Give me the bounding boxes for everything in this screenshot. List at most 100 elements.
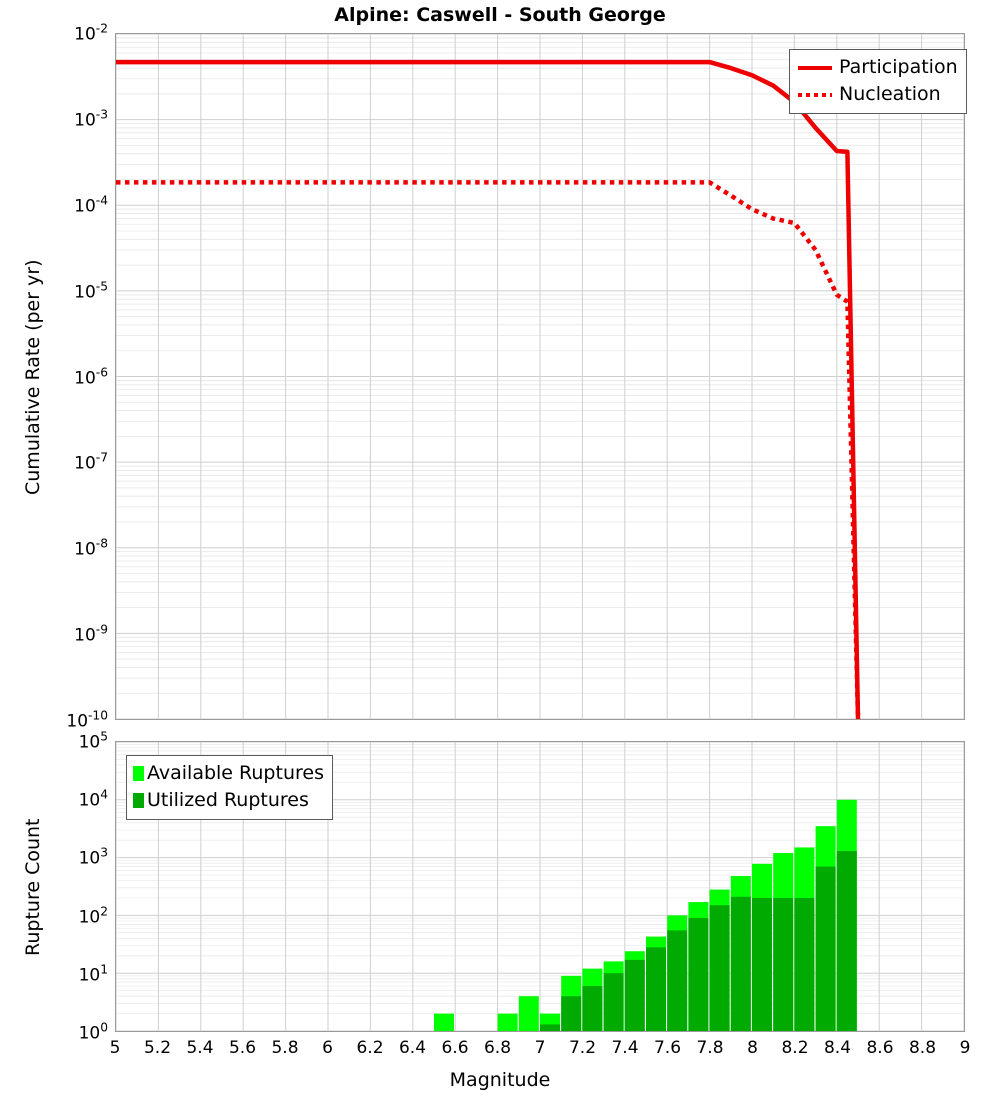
tick-exponent: 3 — [100, 846, 108, 861]
tick-exponent: 5 — [100, 729, 108, 744]
tick-exponent: -3 — [95, 107, 108, 122]
utilized-rupture-bar — [582, 986, 603, 1031]
utilized-rupture-bar — [730, 896, 751, 1031]
x-tick-label: 5.6 — [228, 1038, 257, 1058]
tick-exponent: 2 — [100, 904, 108, 919]
legend-item-nucleation: Nucleation — [796, 81, 958, 108]
cumulative-rate-plot — [116, 34, 964, 719]
legend-item-utilized-ruptures: Utilized Ruptures — [133, 787, 324, 814]
utilized-rupture-bar — [836, 851, 857, 1031]
y-tick-label: 104 — [30, 788, 108, 811]
y-tick-label: 10-5 — [30, 279, 108, 302]
tick-mantissa: 10 — [74, 110, 96, 131]
tick-exponent: 4 — [100, 787, 108, 802]
y-tick-label: 10-6 — [30, 365, 108, 388]
tick-mantissa: 10 — [74, 24, 96, 45]
legend-label-nucleation: Nucleation — [839, 83, 941, 105]
y-tick-label: 10-7 — [30, 451, 108, 474]
tick-mantissa: 10 — [66, 711, 89, 732]
y-tick-label: 10-8 — [30, 537, 108, 560]
x-tick-label: 5.4 — [186, 1038, 214, 1058]
x-tick-label: 7.4 — [611, 1038, 639, 1058]
utilized-rupture-bar — [794, 898, 815, 1031]
tick-exponent: -4 — [95, 193, 108, 208]
legend-label-utilized-ruptures: Utilized Ruptures — [147, 789, 309, 811]
x-tick-label: 7 — [534, 1038, 546, 1058]
series-participation-line — [116, 59, 861, 719]
magnitude-x-axis-title: Magnitude — [449, 1069, 551, 1091]
series-nucleation-line — [116, 180, 861, 719]
x-tick-label: 5 — [109, 1038, 121, 1058]
x-tick-label: 6.2 — [356, 1038, 384, 1058]
y-tick-label: 101 — [30, 962, 108, 985]
y-tick-label: 10-2 — [30, 22, 108, 45]
rupture-count-plot — [116, 742, 964, 1031]
utilized-ruptures-swatch-icon — [133, 793, 144, 808]
utilized-rupture-bar — [752, 898, 773, 1031]
x-tick-label: 7.2 — [568, 1038, 597, 1058]
tick-mantissa: 10 — [78, 732, 101, 753]
y-tick-label: 103 — [30, 846, 108, 869]
y-tick-label: 10-4 — [30, 193, 108, 216]
x-tick-label: 9 — [959, 1038, 971, 1058]
tick-mantissa: 10 — [78, 848, 101, 869]
x-tick-label: 8.8 — [908, 1038, 937, 1058]
x-tick-label: 7.8 — [696, 1038, 724, 1058]
utilized-rupture-bar — [773, 898, 794, 1031]
tick-mantissa: 10 — [78, 1023, 101, 1044]
available-rupture-bar — [434, 1013, 455, 1031]
x-tick-label: 8 — [747, 1038, 758, 1058]
top-gridlines — [116, 34, 964, 719]
available-rupture-bar — [518, 996, 539, 1031]
tick-exponent: 1 — [100, 962, 108, 977]
rupture-count-bars — [434, 799, 857, 1031]
x-tick-label: 6.4 — [398, 1038, 427, 1058]
tick-mantissa: 10 — [74, 196, 96, 217]
tick-mantissa: 10 — [78, 906, 101, 927]
tick-mantissa: 10 — [74, 367, 96, 388]
rupture-count-y-axis-title: Rupture Count — [22, 818, 44, 956]
available-ruptures-swatch-icon — [133, 766, 144, 781]
curve-legend: Participation Nucleation — [789, 49, 967, 114]
available-rupture-bar — [497, 1013, 518, 1031]
legend-label-available-ruptures: Available Ruptures — [147, 762, 324, 784]
participation-line-icon — [796, 58, 834, 78]
tick-exponent: -2 — [95, 21, 108, 36]
y-tick-label: 105 — [30, 730, 108, 753]
tick-exponent: -5 — [95, 279, 108, 294]
utilized-rupture-bar — [667, 930, 688, 1031]
tick-mantissa: 10 — [74, 539, 96, 560]
tick-exponent: -6 — [95, 365, 108, 380]
utilized-rupture-bar — [646, 947, 667, 1031]
tick-mantissa: 10 — [74, 453, 96, 474]
utilized-rupture-bar — [688, 918, 709, 1031]
nucleation-line-icon — [796, 85, 834, 105]
y-tick-label: 102 — [30, 904, 108, 927]
tick-mantissa: 10 — [78, 965, 101, 986]
utilized-rupture-bar — [815, 866, 836, 1031]
figure-title: Alpine: Caswell - South George — [334, 4, 666, 26]
y-tick-label: 100 — [30, 1021, 108, 1044]
tick-exponent: -10 — [88, 708, 108, 723]
utilized-rupture-bar — [624, 959, 645, 1031]
legend-item-participation: Participation — [796, 54, 958, 81]
x-tick-label: 8.6 — [866, 1038, 894, 1058]
x-tick-label: 5.2 — [143, 1038, 172, 1058]
tick-exponent: -9 — [95, 622, 108, 637]
rupture-legend: Available Ruptures Utilized Ruptures — [126, 755, 333, 820]
rupture-count-axes — [115, 741, 965, 1032]
x-tick-label: 8.4 — [823, 1038, 852, 1058]
x-tick-label: 5.8 — [271, 1038, 299, 1058]
y-tick-label: 10-9 — [30, 623, 108, 646]
y-tick-label: 10-3 — [30, 108, 108, 131]
tick-exponent: -7 — [95, 451, 108, 466]
x-tick-label: 6.6 — [441, 1038, 469, 1058]
tick-exponent: -8 — [95, 536, 108, 551]
x-tick-label: 6.8 — [483, 1038, 512, 1058]
tick-mantissa: 10 — [78, 790, 101, 811]
utilized-rupture-bar — [540, 1024, 561, 1031]
tick-exponent: 0 — [100, 1020, 108, 1035]
tick-mantissa: 10 — [74, 625, 96, 646]
tick-mantissa: 10 — [74, 281, 96, 302]
